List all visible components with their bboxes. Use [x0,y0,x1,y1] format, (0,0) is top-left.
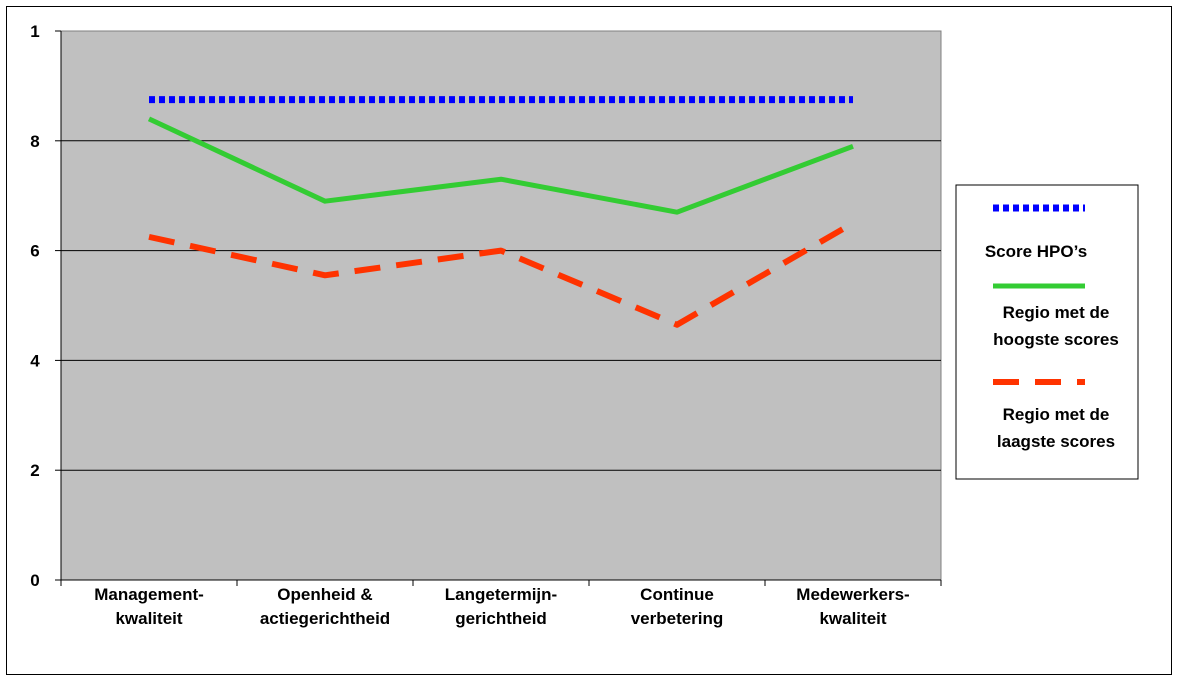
legend-label-line: hoogste scores [993,330,1119,349]
x-tick-label-line: gerichtheid [455,609,547,628]
x-tick-label-line: Continue [640,585,714,604]
axes [55,30,942,586]
x-tick-label-0: Management-kwaliteit [94,585,204,628]
legend-label-2: Regio met de laagste scores [997,405,1115,451]
legend-label-line: Regio met de [1003,405,1110,424]
legend-label-1: Regio met de hoogste scores [993,303,1119,349]
legend-label-line: Score HPO’s [985,242,1087,261]
series-lines [147,96,855,328]
y-tick-label-0: 0 [30,571,39,590]
y-tick-label-4: 8 [30,132,39,151]
legend-box [955,184,1139,480]
x-tick-label-2: Langetermijn-gerichtheid [445,585,557,628]
x-tick-label-1: Openheid & actiegerichtheid [260,585,390,628]
x-tick-label-line: actiegerichtheid [260,609,390,628]
y-tick-label-5: 1 [30,22,39,41]
y-tick-label-1: 2 [30,461,39,480]
legend-label-line: laagste scores [997,432,1115,451]
x-tick-label-4: Medewerkers-kwaliteit [796,585,909,628]
x-tick-label-line: kwaliteit [819,609,886,628]
x-tick-label-line: Langetermijn- [445,585,557,604]
series-line-1 [147,116,854,215]
x-tick-label-line: Openheid & [277,585,372,604]
chart-frame [6,6,1172,675]
x-tick-label-3: Continue verbetering [631,585,724,628]
x-tick-label-line: Medewerkers- [796,585,909,604]
series-line-2 [148,220,855,328]
y-axis-tick-labels: 0 2 4 6 8 1 [30,22,40,590]
y-tick-label-3: 6 [30,242,39,261]
x-tick-label-line: kwaliteit [115,609,182,628]
legend-label-line: Regio met de [1003,303,1110,322]
plot-area [60,30,942,581]
x-tick-label-line: Management- [94,585,204,604]
x-tick-label-line: verbetering [631,609,724,628]
y-tick-label-2: 4 [30,351,40,370]
legend-label-0: Score HPO’s [985,242,1087,261]
x-axis-tick-labels: Management-kwaliteit Openheid & actiegeric… [94,585,909,628]
